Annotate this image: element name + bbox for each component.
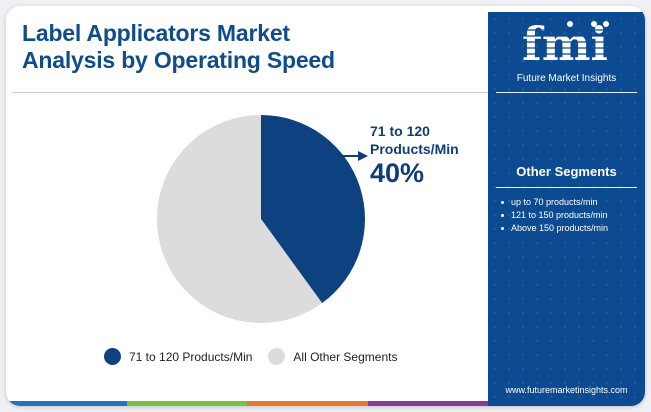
website-link[interactable]: www.futuremarketinsights.com [505,385,628,395]
callout-segment-label: 71 to 120 Products/Min [370,123,459,157]
legend-swatch-other [268,348,286,365]
callout-arrow [339,151,368,161]
accent-segment-purple [367,401,488,406]
accent-color-bar [6,401,488,406]
other-segment-item: 121 to 150 products/min [501,209,608,222]
legend: 71 to 120 Products/Min All Other Segment… [104,348,413,365]
title-divider [12,92,488,93]
sidebar-panel: fmi Future Market Insights Other Segment… [488,12,645,406]
legend-label-primary: 71 to 120 Products/Min [129,349,253,364]
fmi-logo-icon: fmi [518,20,612,64]
legend-item-primary: 71 to 120 Products/Min [104,348,252,365]
other-segment-item: up to 70 products/min [501,196,608,209]
other-segment-item: Above 150 products/min [501,222,608,235]
sidebar-divider-heading [496,187,637,188]
sidebar-divider-top [496,92,637,93]
logo-tagline: Future Market Insights [516,73,617,84]
other-segments-heading: Other Segments [516,164,617,179]
pie-chart [156,115,368,323]
chart-card: Label Applicators Market Analysis by Ope… [6,6,645,406]
sidebar-texture [488,12,645,406]
accent-segment-orange [247,401,368,406]
legend-item-other: All Other Segments [268,348,397,365]
chart-title: Label Applicators Market Analysis by Ope… [22,20,335,73]
legend-swatch-primary [104,348,121,365]
callout-segment-value: 40% [370,158,425,188]
accent-segment-blue [6,401,127,406]
other-segments-list: up to 70 products/min 121 to 150 product… [501,196,608,235]
legend-label-other: All Other Segments [293,349,398,364]
pie-slice-71-to-120 [261,115,365,304]
accent-segment-green [126,401,247,406]
pie-slices [156,115,365,323]
pie-slice-other-segments [156,115,323,323]
